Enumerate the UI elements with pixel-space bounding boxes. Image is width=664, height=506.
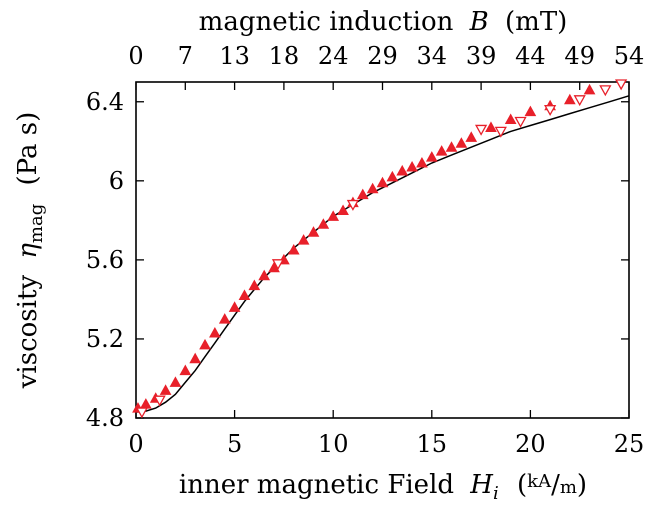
- x-axis-title: inner magnetic Field Hi (kA/m): [179, 470, 587, 506]
- data-point-s0-30: [425, 151, 438, 162]
- data-point-s0-40: [583, 83, 596, 95]
- data-point-s1-0: [135, 407, 149, 419]
- x-tick-label-2: 10: [318, 430, 349, 458]
- x2-axis-title: magnetic induction B (mT): [199, 7, 568, 37]
- data-point-s1-6: [514, 116, 527, 128]
- x2-tick-labels: 0 7 13 18 24 29 34 39 44 49 54: [128, 42, 644, 70]
- data-point-s0-33: [455, 137, 468, 148]
- x2-tick-label-10: 54: [614, 42, 645, 70]
- data-point-s0-23: [356, 188, 369, 200]
- data-point-s0-25: [376, 176, 389, 188]
- x2-axis-title-unit: (mT): [505, 7, 567, 37]
- data-point-s1-3: [346, 199, 360, 211]
- data-point-s0-13: [258, 269, 271, 281]
- x-tick-label-1: 5: [227, 430, 242, 458]
- x2-tick-label-0: 0: [128, 42, 143, 70]
- y-tick-labels: 4.8 5.2 5.6 6 6.4: [86, 88, 124, 432]
- data-point-s0-16: [287, 243, 300, 255]
- data-point-s1-1: [153, 395, 166, 407]
- x2-tick-label-2: 13: [219, 42, 250, 70]
- data-point-s0-19: [317, 218, 330, 229]
- x2-tick-label-1: 7: [178, 42, 193, 70]
- data-point-s0-32: [445, 141, 458, 152]
- x-axis-title-unit-close: ): [577, 470, 587, 500]
- data-point-s0-39: [563, 93, 576, 105]
- data-point-s0-31: [435, 145, 448, 156]
- x-tick-label-3: 15: [417, 430, 448, 458]
- fit-curve: [135, 95, 630, 413]
- data-point-s0-35: [485, 121, 497, 132]
- y-axis-title: viscosity ηmag (Pa s): [13, 112, 49, 390]
- data-point-s0-36: [504, 113, 517, 125]
- data-point-s0-3: [159, 384, 172, 395]
- x2-tick-label-3: 18: [269, 42, 300, 70]
- y-tick-label-1: 5.2: [86, 325, 124, 353]
- x-tick-label-0: 0: [128, 430, 143, 458]
- data-point-s0-26: [386, 170, 399, 182]
- data-point-s1-9: [599, 85, 612, 97]
- y-axis-title-subscript: mag: [26, 204, 47, 243]
- data-point-s0-28: [406, 160, 418, 172]
- plot-frame: [135, 81, 630, 419]
- data-point-s1-7: [544, 105, 557, 117]
- x2-tick-label-8: 44: [515, 42, 546, 70]
- y-tick-label-3: 6: [109, 167, 124, 195]
- data-point-s0-8: [209, 326, 221, 338]
- data-point-s0-29: [416, 157, 428, 168]
- data-point-s0-7: [199, 338, 211, 350]
- data-point-s0-11: [238, 289, 251, 300]
- x2-axis-title-symbol: B: [469, 7, 489, 37]
- data-point-s0-37: [524, 105, 537, 117]
- y-tick-label-4: 6.4: [86, 88, 124, 116]
- x-axis-title-text: inner magnetic Field: [179, 470, 454, 500]
- data-markers: [132, 79, 628, 419]
- data-point-s0-9: [218, 313, 231, 324]
- y-axis-title-symbol: η: [13, 243, 43, 259]
- data-point-s0-12: [248, 279, 261, 291]
- data-point-s1-4: [474, 124, 488, 136]
- x-axis-title-unit-den: m: [560, 477, 577, 498]
- x-tick-label-4: 20: [515, 430, 546, 458]
- data-point-s0-21: [337, 204, 349, 215]
- x-axis-title-subscript: i: [493, 483, 499, 504]
- x2-tick-label-7: 39: [466, 42, 497, 70]
- x2-tick-label-6: 34: [417, 42, 448, 70]
- data-point-s1-2: [271, 259, 285, 271]
- y-tick-label-2: 5.6: [86, 246, 124, 274]
- data-point-s0-17: [297, 234, 310, 245]
- y-axis-title-unit: (Pa s): [13, 112, 43, 186]
- data-point-s0-18: [307, 226, 320, 237]
- x2-tick-label-9: 49: [564, 42, 595, 70]
- x-axis-title-unit-sep: /: [551, 470, 560, 500]
- data-point-s0-6: [189, 352, 202, 364]
- y-axis-title-text: viscosity: [13, 275, 43, 390]
- data-point-s0-20: [327, 210, 340, 221]
- data-point-s0-4: [169, 376, 182, 387]
- data-point-s0-10: [228, 301, 241, 312]
- x-axis-title-symbol: H: [469, 470, 494, 500]
- data-point-s0-5: [179, 364, 192, 376]
- data-point-s0-24: [366, 182, 379, 194]
- data-point-s1-8: [573, 95, 586, 107]
- x2-tick-label-4: 24: [318, 42, 349, 70]
- data-point-s0-1: [140, 398, 152, 409]
- data-point-s0-34: [465, 131, 478, 142]
- data-point-s1-10: [615, 79, 628, 91]
- x-axis-title-unit-open: (: [517, 470, 527, 500]
- data-point-s0-27: [396, 164, 409, 176]
- x-tick-label-5: 25: [614, 430, 645, 458]
- y-tick-label-0: 4.8: [86, 404, 124, 432]
- x2-axis-title-text: magnetic induction: [199, 7, 454, 37]
- x2-tick-label-5: 29: [367, 42, 398, 70]
- axis-ticks: [135, 82, 630, 419]
- x-tick-labels: 0 5 10 15 20 25: [128, 430, 644, 458]
- data-point-s1-5: [494, 126, 507, 138]
- x-axis-title-unit-num: kA: [527, 471, 552, 492]
